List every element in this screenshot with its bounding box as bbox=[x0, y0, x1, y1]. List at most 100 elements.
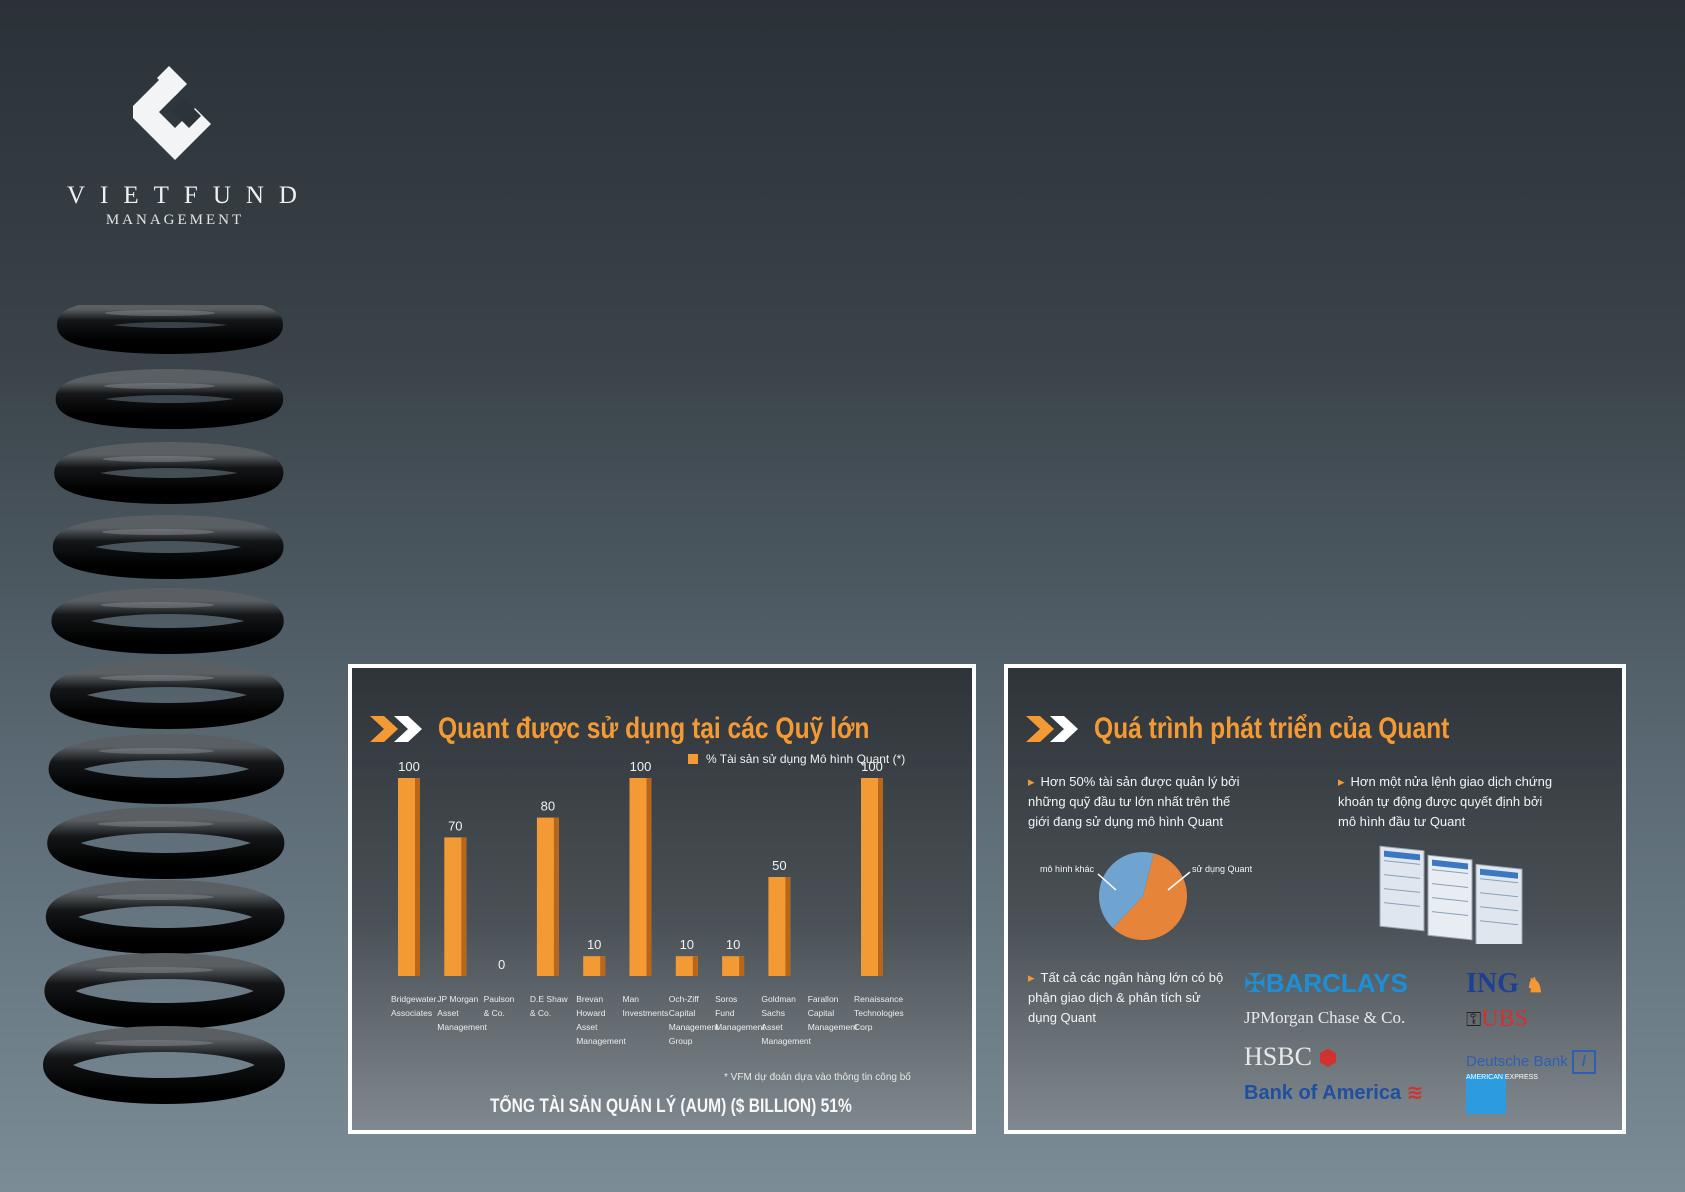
spring-highlight bbox=[105, 310, 215, 316]
category-label: Paulson bbox=[484, 994, 515, 1004]
bar-value-label: 80 bbox=[541, 799, 555, 814]
bar-shadow bbox=[553, 817, 559, 976]
bar-value-label: 0 bbox=[498, 957, 505, 972]
spring-coil bbox=[45, 880, 285, 954]
spring-coil bbox=[54, 442, 284, 504]
category-label: Renaissance bbox=[854, 994, 903, 1004]
spring-highlight bbox=[101, 529, 215, 535]
category-label: Och-Ziff bbox=[669, 994, 700, 1004]
bar-value-label: 100 bbox=[398, 759, 420, 774]
coil-spring-image bbox=[43, 305, 285, 1104]
bar-value-label: 100 bbox=[630, 759, 652, 774]
legend-swatch bbox=[688, 754, 698, 764]
jpmorgan-logo: JPMorgan Chase & Co. bbox=[1244, 1008, 1406, 1027]
spring-highlight bbox=[97, 821, 214, 827]
bar-value-label: 100 bbox=[861, 759, 883, 774]
spring-coil bbox=[55, 369, 284, 429]
right-panel-title-text: Quá trình phát triển của Quant bbox=[1094, 712, 1450, 745]
bullet-assets: ▸ Hơn 50% tài sản được quản lý bởi những … bbox=[1028, 774, 1240, 829]
category-label: Howard bbox=[576, 1008, 606, 1018]
bar bbox=[536, 817, 559, 976]
hexagon-icon: ⬢ bbox=[1318, 1045, 1338, 1070]
barclays-logo: ✠BARCLAYS bbox=[1244, 968, 1408, 998]
spring-coil bbox=[51, 588, 284, 654]
category-label: Capital bbox=[808, 1008, 835, 1018]
quant-funds-panel: Quant được sử dụng tại các Quỹ lớn % Tài… bbox=[348, 664, 976, 1134]
category-label: Farallon bbox=[808, 994, 839, 1004]
bar-shadow bbox=[739, 956, 745, 976]
bar-shadow bbox=[785, 877, 791, 976]
category-label: & Co. bbox=[530, 1008, 551, 1018]
category-label: Management bbox=[761, 1036, 811, 1046]
bullet-orders: ▸ Hơn một nửa lệnh giao dịch chứng khoán … bbox=[1338, 774, 1553, 829]
bar-value-label: 50 bbox=[772, 858, 786, 873]
left-panel-title: Quant được sử dụng tại các Quỹ lớn bbox=[370, 712, 964, 746]
category-label: Management bbox=[715, 1022, 765, 1032]
eagle-icon: ✠ bbox=[1244, 968, 1266, 998]
bar-value-label: 10 bbox=[680, 937, 694, 952]
vietfund-logo-icon bbox=[133, 66, 211, 160]
double-chevron-icon bbox=[370, 716, 428, 742]
spring-highlight bbox=[98, 748, 215, 754]
bar bbox=[629, 778, 652, 976]
flag-icon: ≋ bbox=[1406, 1082, 1424, 1104]
spring-highlight bbox=[99, 675, 215, 681]
category-label: Goldman bbox=[761, 994, 796, 1004]
trading-screens-image bbox=[1378, 840, 1528, 950]
spring-coil bbox=[52, 515, 284, 579]
vietfund-logo: VIETFUND MANAGEMENT bbox=[55, 58, 297, 229]
spring-highlight bbox=[96, 894, 214, 900]
bar-shadow bbox=[692, 956, 698, 976]
bullet-banks: ▸ Tất cả các ngân hàng lớn có bộ phận gia… bbox=[1028, 970, 1224, 1025]
category-label: Management bbox=[576, 1036, 626, 1046]
category-label: Man bbox=[623, 994, 640, 1004]
spring-coil bbox=[57, 305, 283, 354]
spring-coil bbox=[50, 661, 284, 729]
category-label: Group bbox=[669, 1036, 693, 1046]
category-label: & Co. bbox=[484, 1008, 505, 1018]
category-label: Corp bbox=[854, 1022, 873, 1032]
ubs-logo: ⚿UBS bbox=[1466, 1006, 1528, 1032]
hsbc-logo: HSBC ⬢ bbox=[1244, 1042, 1338, 1071]
pie-chart bbox=[1097, 852, 1191, 940]
category-label: Management bbox=[669, 1022, 719, 1032]
american-express-logo: AMERICAN EXPRESS bbox=[1466, 1074, 1538, 1114]
quant-share-pie: mô hình khác sử dụng Quant bbox=[1028, 838, 1258, 953]
bar-value-label: 10 bbox=[726, 937, 740, 952]
bar-shadow bbox=[646, 778, 652, 976]
left-panel-title-text: Quant được sử dụng tại các Quỹ lớn bbox=[438, 712, 870, 745]
double-chevron-icon bbox=[1026, 716, 1084, 742]
bank-of-america-logo: Bank of America ≋ bbox=[1244, 1082, 1424, 1104]
bar bbox=[768, 877, 791, 976]
bar bbox=[722, 956, 745, 976]
brand-subtitle: MANAGEMENT bbox=[105, 212, 245, 228]
category-label: Soros bbox=[715, 994, 737, 1004]
category-label: Asset bbox=[576, 1022, 598, 1032]
bar-shadow bbox=[600, 956, 606, 976]
bar-shadow bbox=[878, 778, 883, 976]
category-label: Capital bbox=[669, 1008, 696, 1018]
category-label: D.E Shaw bbox=[530, 994, 569, 1004]
pie-slice-other bbox=[1099, 852, 1154, 929]
spring-coil bbox=[43, 1026, 285, 1104]
category-label: JP Morgan bbox=[437, 994, 478, 1004]
quant-development-panel: Quá trình phát triển của Quant ▸ Hơn 50% … bbox=[1004, 664, 1626, 1134]
bar bbox=[444, 837, 467, 976]
keys-icon: ⚿ bbox=[1466, 1009, 1482, 1031]
spring-coil bbox=[47, 807, 285, 879]
bar bbox=[861, 778, 883, 976]
pie-slice-quant bbox=[1112, 853, 1187, 940]
category-label: Bridgewater bbox=[391, 994, 437, 1004]
spring-highlight bbox=[100, 602, 215, 608]
bar-shadow bbox=[415, 778, 420, 976]
bar bbox=[675, 956, 698, 976]
ing-logo: ING ♞ bbox=[1466, 968, 1544, 999]
bar bbox=[398, 778, 420, 976]
spring-coil bbox=[44, 953, 285, 1029]
category-label: Brevan bbox=[576, 994, 603, 1004]
pie-label-quant: sử dụng Quant bbox=[1192, 864, 1253, 874]
category-label: Management bbox=[808, 1022, 858, 1032]
bar-shadow bbox=[461, 837, 467, 976]
bar-value-label: 10 bbox=[587, 937, 601, 952]
